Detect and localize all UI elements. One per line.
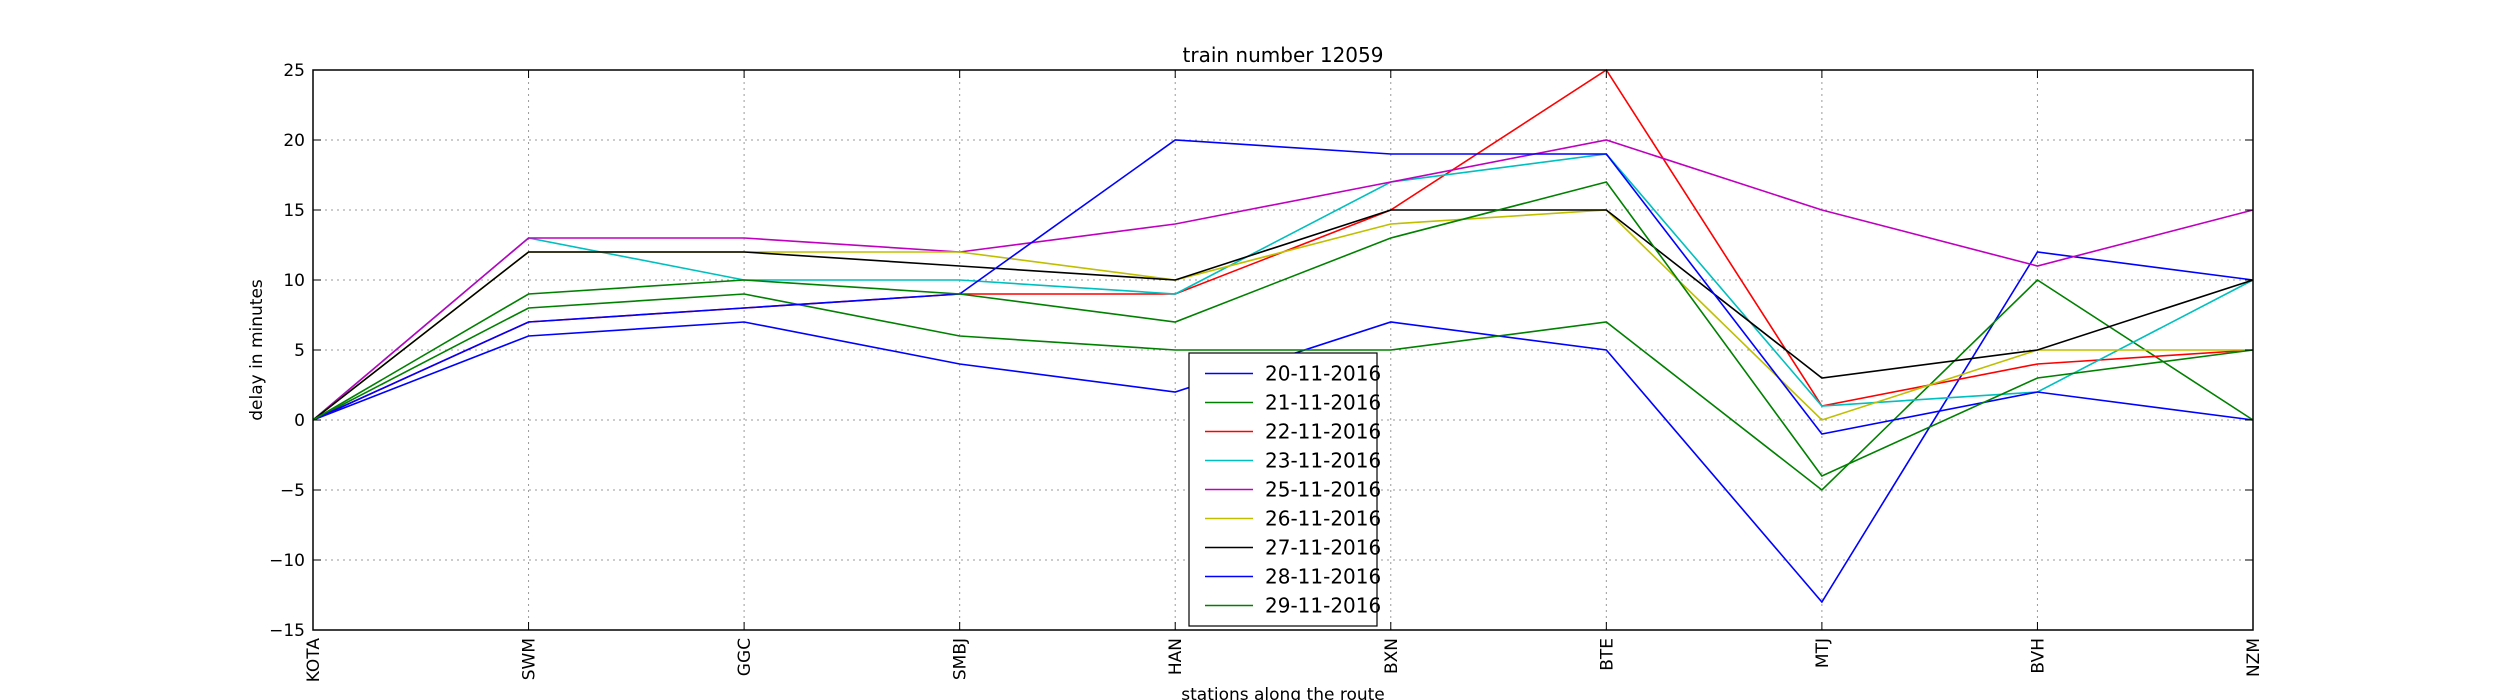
- series-line-28-11-2016: [312, 139, 2254, 435]
- x-tick-label: SWM: [520, 638, 540, 680]
- chart-title: train number 12059: [1183, 43, 1384, 67]
- y-tick-label: 10: [283, 271, 305, 291]
- y-tick-label: 0: [294, 411, 305, 431]
- y-tick-label: 25: [283, 61, 305, 81]
- y-tick-label: 15: [283, 201, 305, 221]
- series-lines: [312, 68, 2254, 604]
- series-line-27-11-2016: [312, 209, 2254, 421]
- x-tick-label: BVH: [2028, 638, 2048, 674]
- x-tick-label: GGC: [735, 638, 755, 676]
- legend-label: 25-11-2016: [1265, 478, 1381, 502]
- legend-label: 26-11-2016: [1265, 507, 1381, 531]
- y-tick-label: 5: [294, 341, 305, 361]
- x-tick-label: HAN: [1166, 638, 1186, 675]
- x-tick-label: MTJ: [1813, 638, 1833, 668]
- series-line-23-11-2016: [312, 153, 2254, 421]
- y-tick-label: −15: [269, 621, 305, 641]
- legend-label: 21-11-2016: [1265, 391, 1381, 415]
- legend-label: 28-11-2016: [1265, 565, 1381, 589]
- x-tick-label: BXN: [1382, 638, 1402, 674]
- x-tick-label: SMBJ: [951, 638, 971, 680]
- legend: 20-11-2016 21-11-2016 22-11-2016 23-11-2016…: [1188, 352, 1381, 627]
- ticks: −15 −10 −5 0 5 10 15 20 25 KOTA SWM GGC SMBJ HAN BXN BT…: [269, 61, 2264, 682]
- legend-label: 22-11-2016: [1265, 420, 1381, 444]
- series-line-25-11-2016: [312, 139, 2254, 421]
- x-tick-label: KOTA: [304, 638, 324, 683]
- series-line-29-11-2016: [312, 181, 2254, 477]
- x-axis-title: stations along the route: [1181, 685, 1385, 700]
- x-tick-label: BTE: [1597, 638, 1617, 671]
- y-tick-label: −10: [269, 551, 305, 571]
- legend-label: 23-11-2016: [1265, 449, 1381, 473]
- y-tick-label: −5: [280, 481, 305, 501]
- legend-label: 20-11-2016: [1265, 362, 1381, 386]
- y-tick-label: 20: [283, 131, 305, 151]
- x-tick-label: NZM: [2244, 638, 2264, 677]
- legend-label: 27-11-2016: [1265, 536, 1381, 560]
- y-axis-title: delay in minutes: [247, 279, 267, 421]
- legend-label: 29-11-2016: [1265, 594, 1381, 618]
